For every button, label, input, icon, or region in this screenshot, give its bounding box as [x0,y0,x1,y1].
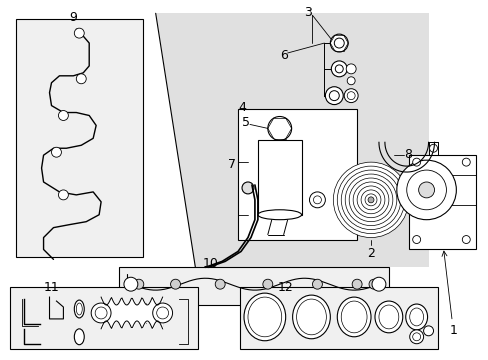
Circle shape [346,64,355,74]
Circle shape [412,235,420,243]
Circle shape [412,333,420,341]
Text: 1: 1 [441,251,456,337]
Circle shape [95,307,107,319]
Circle shape [334,38,344,48]
Text: 10: 10 [202,257,218,270]
Bar [408,155,475,249]
Circle shape [91,303,111,323]
Bar [238,109,356,239]
Text: 4: 4 [238,100,245,114]
Ellipse shape [76,303,82,315]
Circle shape [406,170,446,210]
Circle shape [337,166,404,234]
Circle shape [418,182,434,198]
Circle shape [59,111,68,121]
Circle shape [367,197,373,203]
Circle shape [76,74,86,84]
Circle shape [309,192,325,208]
Circle shape [263,279,272,289]
Circle shape [365,194,376,206]
Bar [240,287,438,349]
Circle shape [170,279,180,289]
Ellipse shape [292,295,330,339]
Circle shape [123,277,138,291]
Circle shape [368,279,378,289]
Circle shape [341,170,400,230]
Circle shape [59,190,68,200]
Circle shape [345,174,396,226]
Circle shape [333,162,408,238]
Ellipse shape [244,293,285,341]
Ellipse shape [378,305,398,329]
Ellipse shape [405,304,427,330]
Circle shape [74,28,84,38]
Circle shape [346,92,354,100]
Circle shape [356,186,384,214]
Circle shape [396,160,455,220]
Text: 2: 2 [366,247,374,261]
Circle shape [428,144,437,152]
Circle shape [412,158,420,166]
Bar [257,140,301,215]
Circle shape [134,279,143,289]
Ellipse shape [296,299,325,335]
Circle shape [409,330,423,344]
Circle shape [325,87,343,105]
Circle shape [352,182,388,218]
Text: 11: 11 [43,281,59,294]
Circle shape [423,326,433,336]
Circle shape [328,91,339,100]
Circle shape [242,182,253,194]
Circle shape [346,77,354,85]
Circle shape [351,279,361,289]
Text: 6: 6 [279,49,287,62]
Circle shape [461,235,469,243]
Bar [16,19,142,257]
Circle shape [267,117,291,140]
Ellipse shape [409,308,423,326]
Circle shape [360,190,380,210]
Text: 8: 8 [403,148,411,161]
Circle shape [312,279,322,289]
Circle shape [344,89,357,103]
Bar [10,287,198,349]
Circle shape [313,196,321,204]
Circle shape [156,307,168,319]
Circle shape [371,277,385,291]
Circle shape [330,34,347,52]
Circle shape [335,65,343,73]
Ellipse shape [337,297,370,337]
Ellipse shape [374,301,402,333]
Circle shape [152,303,172,323]
Circle shape [215,279,224,289]
Ellipse shape [74,329,84,345]
Circle shape [461,158,469,166]
Ellipse shape [257,210,301,220]
Circle shape [51,147,61,157]
Ellipse shape [247,297,281,337]
Text: 7: 7 [228,158,236,171]
Text: 9: 9 [69,11,77,24]
Circle shape [331,61,346,77]
Bar [119,267,388,305]
Polygon shape [155,13,427,267]
Text: 3: 3 [304,6,312,19]
Ellipse shape [341,301,366,333]
Circle shape [348,178,392,222]
Ellipse shape [74,300,84,318]
Text: 5: 5 [242,117,249,130]
Text: 12: 12 [277,281,293,294]
